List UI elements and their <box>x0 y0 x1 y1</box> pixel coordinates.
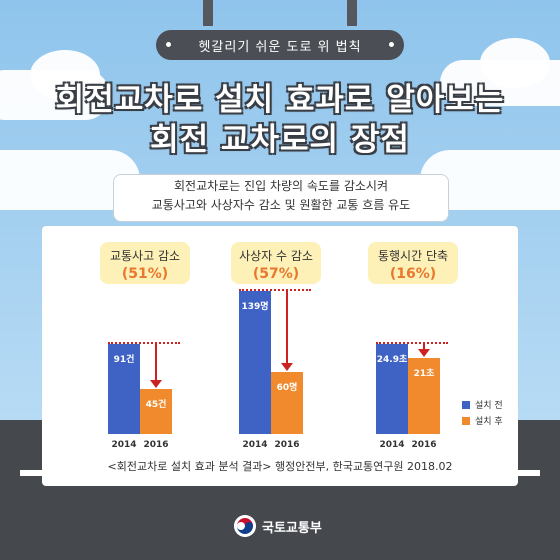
decrease-arrow <box>418 344 430 358</box>
reference-line <box>239 289 311 291</box>
bar-before <box>239 291 271 434</box>
legend-after: 설치 후 <box>462 414 503 427</box>
group-title: 사상자 수 감소 <box>239 249 313 263</box>
subtitle-pill: 헷갈리기 쉬운 도로 위 법칙 <box>156 30 404 60</box>
sign-pole-left <box>203 0 213 26</box>
year-label: 2014 <box>379 440 405 450</box>
group-change: (57%) <box>252 266 300 282</box>
description-line1: 회전교차로는 진입 차량의 속도를 감소시켜 <box>174 179 388 193</box>
bar-value-label: 139명 <box>241 302 269 312</box>
legend-label-before: 설치 전 <box>475 401 503 411</box>
bar-value-label: 24.9초 <box>376 355 408 365</box>
legend-swatch-after <box>462 416 470 425</box>
legend-swatch-before <box>462 400 470 409</box>
reference-line <box>376 342 448 344</box>
cloud <box>30 50 100 100</box>
year-label: 2014 <box>111 440 137 450</box>
cloud <box>480 38 550 88</box>
chart-source: <회전교차로 설치 효과 분석 결과> 행정안전부, 한국교통연구원 2018.… <box>107 460 453 473</box>
group-change: (16%) <box>389 266 437 282</box>
bar-value-label: 91건 <box>113 355 135 365</box>
bar-value-label: 45건 <box>145 400 167 411</box>
reference-line <box>108 342 180 344</box>
legend-label-after: 설치 후 <box>475 417 503 427</box>
year-label: 2014 <box>242 440 268 450</box>
ministry-logo: 국토교통부 <box>234 515 322 537</box>
decrease-arrow <box>150 344 162 390</box>
bar-value-label: 21초 <box>413 369 435 380</box>
group-change: (51%) <box>121 266 169 282</box>
chart-card: 교통사고 감소 (51%) 91건 2014 45건 2016 사상자 수 감소 (57%) 1… <box>42 226 518 486</box>
ministry-name: 국토교통부 <box>262 520 322 536</box>
bar-before <box>108 344 140 434</box>
taegeuk-emblem-icon <box>234 515 256 537</box>
page-title-line1: 회전교차로 설치 효과로 알아보는 <box>55 82 505 118</box>
page-title-line2: 회전 교차로의 장점 <box>150 122 410 158</box>
bar-after <box>140 389 172 434</box>
group-badge: 사상자 수 감소 (57%) <box>231 242 321 284</box>
legend-before: 설치 전 <box>462 398 503 411</box>
sign-pole-right <box>347 0 357 26</box>
group-title: 통행시간 단축 <box>377 249 449 263</box>
description-line2: 교통사고와 사상자수 감소 및 원활한 교통 흐름 유도 <box>151 198 411 212</box>
year-label: 2016 <box>143 440 169 450</box>
bar-after <box>408 358 440 434</box>
bar-value-label: 60명 <box>276 383 298 394</box>
bar-before <box>376 344 408 434</box>
year-label: 2016 <box>274 440 300 450</box>
group-badge: 통행시간 단축 (16%) <box>368 242 458 284</box>
group-title: 교통사고 감소 <box>109 249 181 263</box>
description-box: 회전교차로는 진입 차량의 속도를 감소시켜 교통사고와 사상자수 감소 및 원… <box>113 174 449 222</box>
bar-after <box>271 372 303 434</box>
decrease-arrow <box>281 291 293 372</box>
group-badge: 교통사고 감소 (51%) <box>100 242 190 284</box>
year-label: 2016 <box>411 440 437 450</box>
